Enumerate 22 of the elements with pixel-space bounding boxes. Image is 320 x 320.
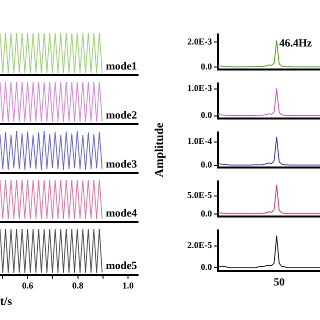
y-tick-label: 5.0E-5 (187, 190, 212, 200)
y-tick-label: 0.0 (200, 208, 212, 218)
x-tick-label: 0.8 (72, 280, 84, 291)
y-tick-label: 0.0 (200, 160, 212, 170)
y-tick-label: 1.0E-3 (187, 83, 212, 94)
y-axis-title: Amplitude (152, 122, 166, 178)
annotation: mode4 (106, 207, 138, 220)
y-tick-label: 0.0 (200, 61, 212, 72)
annotation: mode1 (106, 60, 137, 72)
y-tick-label: 2.0E-5 (187, 240, 212, 250)
x-tick-label: 0.6 (22, 280, 34, 291)
y-tick-label: 0.0 (200, 262, 212, 272)
x-tick-label: 1.0 (122, 280, 134, 291)
annotation: mode5 (106, 260, 138, 272)
annotation: 46.4Hz (279, 38, 312, 50)
y-tick-label: 1.0E-4 (187, 136, 212, 146)
text: 50 (274, 276, 286, 288)
annotation: mode3 (106, 158, 138, 170)
annotation: mode2 (106, 109, 138, 122)
y-tick-label: 2.0E-3 (187, 36, 212, 46)
y-tick-label: 0.0 (200, 110, 212, 120)
x-axis-title: t/s (0, 294, 12, 308)
